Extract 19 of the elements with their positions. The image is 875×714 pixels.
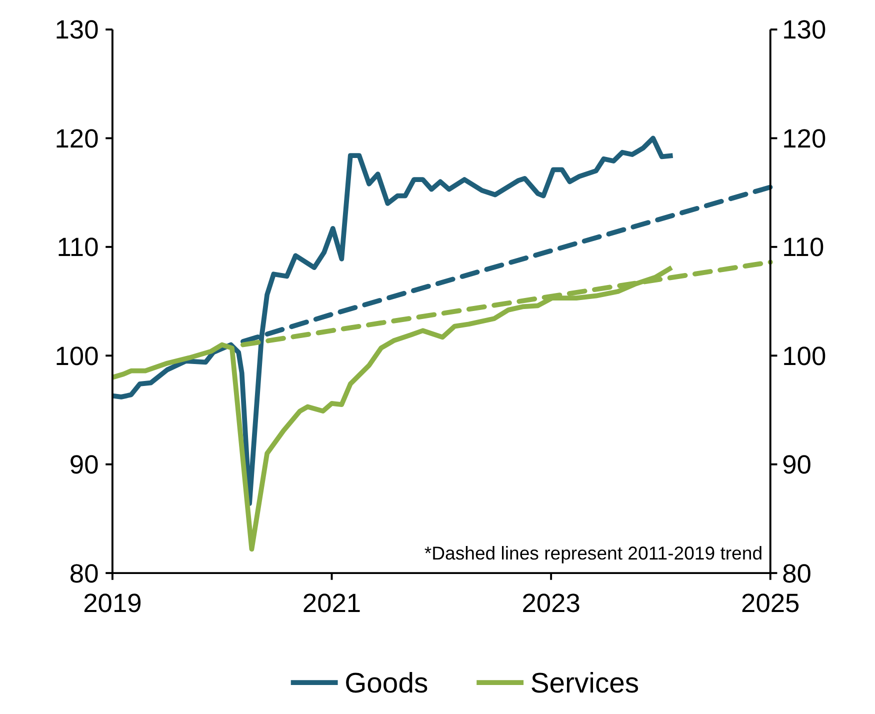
x-tick-label: 2023 <box>522 588 580 618</box>
y2-tick-label: 110 <box>782 232 824 262</box>
x-tick-label: 2019 <box>83 588 142 618</box>
annotation: *Dashed lines represent 2011-2019 trend <box>424 542 763 564</box>
legend-label: Goods <box>344 667 428 700</box>
x-tick-label: 2025 <box>741 588 800 618</box>
y2-tick-label: 120 <box>782 123 826 154</box>
y-tick-label: 120 <box>54 123 99 154</box>
y-tick-label: 110 <box>56 232 99 262</box>
y-tick-label: 90 <box>69 450 99 480</box>
y2-tick-label: 80 <box>782 558 812 588</box>
y-tick-label: 100 <box>54 340 99 371</box>
y-tick-label: 130 <box>54 14 99 45</box>
legend-label: Services <box>530 667 640 700</box>
y-tick-label: 80 <box>69 558 99 588</box>
y2-tick-label: 100 <box>782 340 826 371</box>
y2-tick-label: 90 <box>782 450 812 480</box>
x-tick-label: 2021 <box>302 588 362 618</box>
y2-tick-label: 130 <box>782 14 826 45</box>
